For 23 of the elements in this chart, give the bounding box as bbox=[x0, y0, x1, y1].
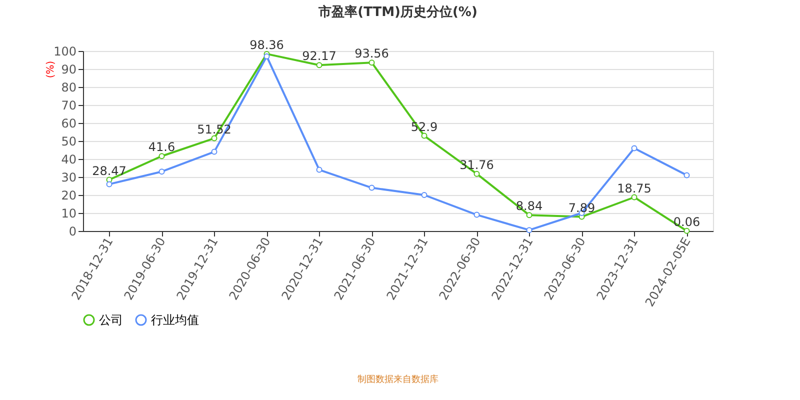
y-tick-label: 0 bbox=[68, 224, 76, 238]
data-label: 0.06 bbox=[673, 214, 700, 229]
y-tick-label: 20 bbox=[61, 188, 76, 202]
data-label: 98.36 bbox=[250, 38, 284, 52]
y-tick-label: 40 bbox=[61, 152, 76, 166]
data-label: 41.6 bbox=[148, 140, 176, 154]
y-tick-label: 90 bbox=[61, 62, 76, 76]
y-axis-title: (%) bbox=[46, 60, 56, 78]
data-label: 18.75 bbox=[617, 181, 652, 196]
y-tick-label: 70 bbox=[61, 98, 76, 112]
legend-label: 公司 bbox=[99, 313, 123, 327]
text: 制图数据来自数据库 bbox=[358, 374, 438, 385]
y-tick-label: 30 bbox=[61, 170, 76, 184]
data-label: 93.56 bbox=[354, 46, 389, 61]
y-tick-label: 100 bbox=[54, 44, 76, 58]
y-tick-label: 80 bbox=[61, 80, 76, 94]
data-label: 92.17 bbox=[302, 49, 336, 64]
y-tick-label: 60 bbox=[61, 116, 76, 130]
chart-title: 市盈率(TTM)历史分位(%) bbox=[318, 4, 478, 20]
y-tick-label: 50 bbox=[61, 134, 76, 148]
y-tick-label: 10 bbox=[61, 206, 76, 220]
data-label: 28.47 bbox=[92, 164, 126, 178]
legend-label: 行业均值 bbox=[151, 313, 199, 327]
